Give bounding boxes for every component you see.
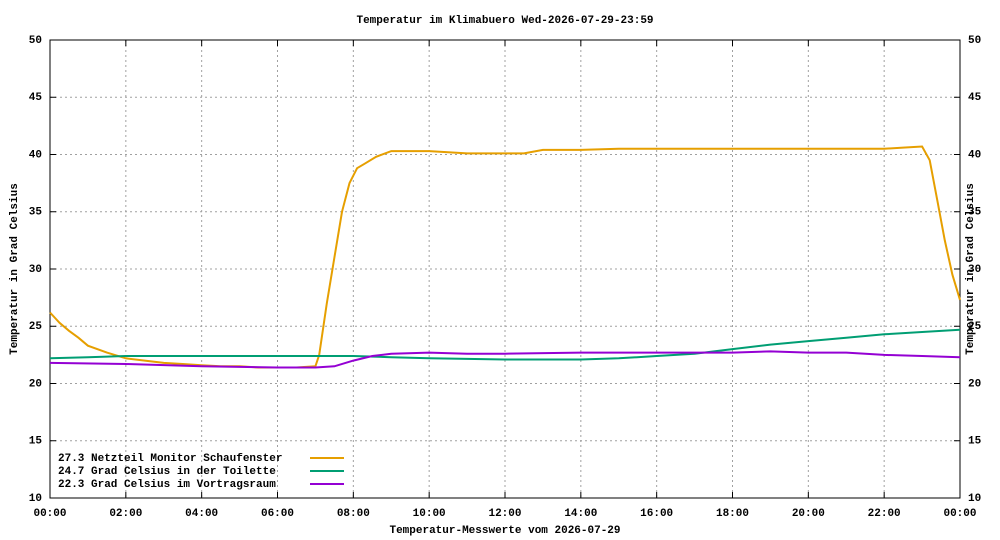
x-tick-label: 00:00 bbox=[33, 508, 66, 520]
y2-tick-label: 45 bbox=[968, 92, 982, 104]
legend-label: 24.7 Grad Celsius in der Toilette bbox=[58, 466, 276, 478]
x-tick-label: 12:00 bbox=[488, 508, 521, 520]
x-tick-label: 04:00 bbox=[185, 508, 218, 520]
legend-label: 27.3 Netzteil Monitor Schaufenster bbox=[58, 453, 282, 465]
y2-tick-label: 30 bbox=[968, 264, 981, 276]
y-tick-label: 10 bbox=[29, 493, 42, 505]
y2-tick-label: 50 bbox=[968, 35, 981, 47]
y2-tick-label: 35 bbox=[968, 207, 982, 219]
x-tick-label: 18:00 bbox=[716, 508, 749, 520]
y2-tick-label: 40 bbox=[968, 149, 981, 161]
legend-label: 22.3 Grad Celsius im Vortragsraum bbox=[58, 479, 276, 491]
x-axis-label: Temperatur-Messwerte vom 2026-07-29 bbox=[389, 525, 620, 537]
y-tick-label: 20 bbox=[29, 378, 42, 390]
y2-tick-label: 15 bbox=[968, 436, 982, 448]
y-tick-label: 40 bbox=[29, 149, 42, 161]
y-tick-label: 45 bbox=[29, 92, 43, 104]
x-tick-label: 14:00 bbox=[564, 508, 597, 520]
x-tick-label: 08:00 bbox=[337, 508, 370, 520]
plot-frame bbox=[49, 39, 961, 499]
chart-title: Temperatur im Klimabuero Wed-2026-07-29-… bbox=[356, 15, 653, 27]
y-tick-label: 30 bbox=[29, 264, 42, 276]
x-tick-label: 16:00 bbox=[640, 508, 673, 520]
x-tick-label: 06:00 bbox=[261, 508, 294, 520]
y-tick-label: 25 bbox=[29, 321, 43, 333]
x-tick-label: 02:00 bbox=[109, 508, 142, 520]
y2-axis-label: Temperatur in Grad Celsius bbox=[965, 183, 977, 355]
x-tick-label: 00:00 bbox=[943, 508, 976, 520]
y2-tick-label: 20 bbox=[968, 378, 981, 390]
y-tick-label: 50 bbox=[29, 35, 42, 47]
y2-tick-label: 25 bbox=[968, 321, 982, 333]
x-tick-label: 22:00 bbox=[868, 508, 901, 520]
x-tick-label: 10:00 bbox=[413, 508, 446, 520]
x-tick-label: 20:00 bbox=[792, 508, 825, 520]
series-line bbox=[49, 350, 961, 369]
y2-tick-label: 10 bbox=[968, 493, 981, 505]
series-line bbox=[49, 328, 961, 361]
y-tick-label: 35 bbox=[29, 207, 43, 219]
y-tick-label: 15 bbox=[29, 436, 43, 448]
y-axis-label: Temperatur in Grad Celsius bbox=[9, 183, 21, 355]
series-line bbox=[49, 145, 961, 369]
